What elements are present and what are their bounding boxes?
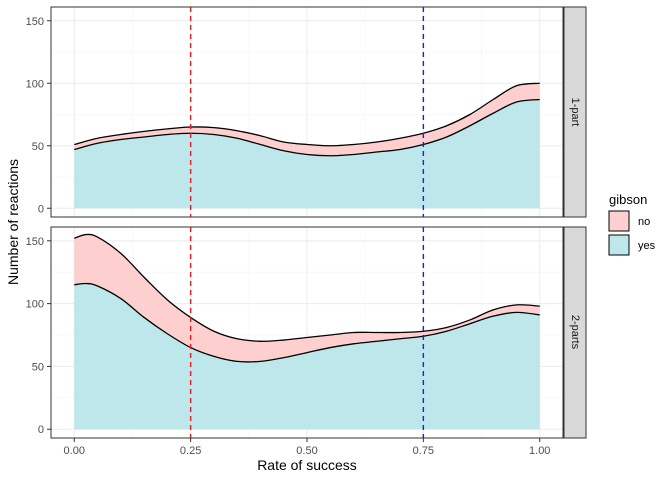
panel-1-line-yes — [74, 98, 540, 157]
x-tick-label: 0.75 — [413, 445, 434, 457]
y-tick-label: 0 — [38, 424, 44, 436]
legend-label-yes: yes — [638, 240, 656, 252]
legend: gibson no yes — [608, 192, 656, 256]
y-axis-title: Number of reactions — [5, 159, 21, 285]
panel-2-strip-label: 2-parts — [569, 315, 581, 350]
y-tick-label: 50 — [32, 361, 44, 373]
panel-1-y-axis: 0 50 100 150 — [26, 16, 51, 215]
panel-1-strip-label: 1-part — [569, 98, 581, 127]
panel-1-part: 0 50 100 150 1-part — [26, 6, 587, 218]
panel-1-strip — [563, 6, 587, 218]
panel-2-line-yes — [74, 282, 540, 363]
legend-title: gibson — [609, 192, 647, 207]
panel-1-border — [50, 6, 564, 218]
panel-2-parts: 0 50 100 150 2-parts — [26, 226, 587, 439]
panel-2-line-total — [74, 233, 540, 342]
y-tick-label: 150 — [26, 236, 44, 248]
panel-1-line-total — [74, 82, 540, 147]
y-tick-label: 150 — [26, 16, 44, 28]
x-axis-title: Rate of success — [257, 457, 357, 473]
x-tick-label: 0.50 — [296, 445, 317, 457]
x-tick-label: 0.25 — [180, 445, 201, 457]
panel-2-y-axis: 0 50 100 150 — [26, 236, 51, 436]
legend-key-yes — [608, 234, 630, 256]
panel-2-strip — [563, 226, 587, 439]
x-tick-label: 0.00 — [64, 445, 85, 457]
y-tick-label: 100 — [26, 299, 44, 311]
legend-key-no — [608, 210, 630, 232]
y-tick-label: 50 — [32, 141, 44, 153]
y-tick-label: 0 — [38, 203, 44, 215]
y-tick-label: 100 — [26, 78, 44, 90]
x-axis: 0.00 0.25 0.50 0.75 1.00 — [64, 438, 550, 457]
legend-label-no: no — [638, 216, 650, 228]
x-tick-label: 1.00 — [529, 445, 550, 457]
